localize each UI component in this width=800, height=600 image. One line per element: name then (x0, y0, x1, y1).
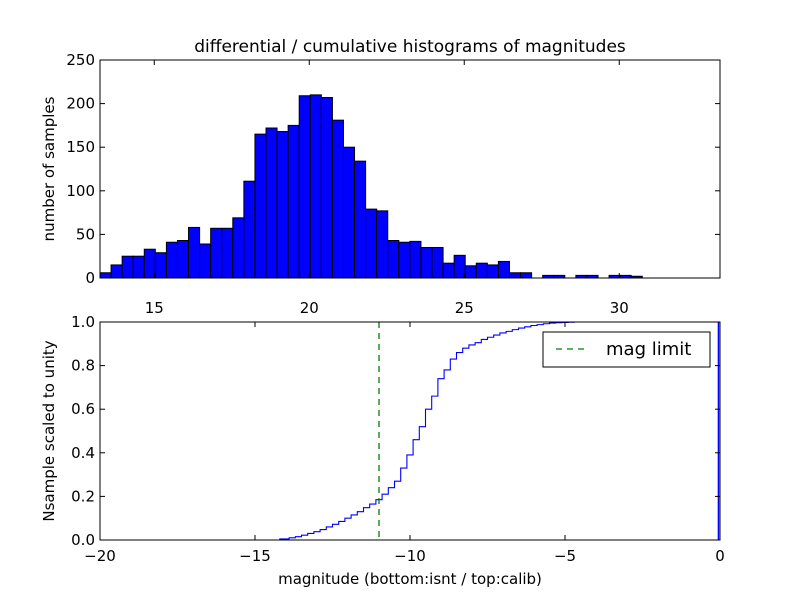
histogram-bar (254, 133, 267, 279)
histogram-bar (121, 255, 134, 279)
histogram-bar (110, 264, 123, 279)
histogram-bar (165, 241, 178, 279)
histogram-bar (387, 240, 400, 279)
bottom-ytick-label: 0.4 (71, 444, 95, 462)
top-ytick-label: 200 (66, 95, 95, 113)
top-ytick-label: 50 (76, 225, 95, 243)
top-ytick-label: 100 (66, 182, 95, 200)
bottom-xtick-label: 0 (715, 547, 725, 565)
bottom-ytick-label: 0.0 (71, 531, 95, 549)
top-xtick-label: 20 (300, 299, 319, 317)
histogram-bar (243, 180, 256, 279)
histogram-bar (221, 227, 234, 279)
top-xtick-label: 25 (455, 299, 474, 317)
histogram-bar (475, 262, 488, 279)
histogram-bar (287, 124, 300, 279)
top-ylabel: number of samples (40, 96, 58, 241)
legend: mag limit (542, 331, 711, 368)
histogram-bar (431, 246, 444, 279)
top-xtick-label: 30 (610, 299, 629, 317)
histogram-bar (464, 265, 477, 279)
chart-title: differential / cumulative histograms of … (194, 37, 626, 57)
histogram-bar (420, 246, 433, 279)
histogram-bar (132, 255, 145, 279)
top-axis-ticks: 0 50 100 150 200 250 15 20 25 30 (66, 51, 720, 317)
top-axes-frame (99, 59, 721, 279)
top-ytick-label: 250 (66, 51, 95, 69)
bottom-ylabel: Nsample scaled to unity (40, 340, 58, 521)
histogram-bar (309, 94, 322, 279)
histogram-bar (520, 272, 533, 279)
histogram-bar (342, 146, 356, 279)
top-ytick-label: 0 (85, 269, 95, 287)
cumulative-plot (100, 321, 720, 541)
cumulative-step-line (100, 321, 720, 541)
histogram-bar (331, 119, 344, 279)
histogram-bar (497, 260, 510, 279)
histogram-bar (154, 252, 167, 279)
histogram-bar (376, 210, 389, 279)
histogram-bar (365, 208, 378, 279)
bottom-xtick-label: −10 (394, 547, 426, 565)
legend-mag-limit-label: mag limit (606, 339, 691, 360)
histogram-bar (409, 240, 422, 279)
top-ytick-label: 150 (66, 138, 95, 156)
histogram-bar (320, 96, 333, 279)
histogram-bar (398, 241, 411, 279)
bottom-xtick-label: −5 (554, 547, 576, 565)
histogram-bar (176, 240, 190, 279)
histogram-bar (265, 127, 278, 279)
histogram-bar (298, 95, 311, 279)
top-histogram-panel: 0 50 100 150 200 250 15 20 25 30 number of sample… (40, 51, 721, 317)
histogram-bars (99, 94, 643, 279)
x-axis-label: magnitude (bottom:isnt / top:calib) (278, 570, 542, 588)
bottom-cumulative-panel: 0.0 0.2 0.4 0.6 0.8 1.0 −20 −15 −10 −5 0 Nsample s… (40, 313, 725, 588)
histogram-bar (442, 262, 455, 279)
bottom-xtick-label: −20 (84, 547, 116, 565)
histogram-bar (210, 227, 223, 279)
bottom-ytick-label: 0.8 (71, 357, 95, 375)
bottom-axis-ticks: 0.0 0.2 0.4 0.6 0.8 1.0 −20 −15 −10 −5 0 (71, 313, 725, 565)
bottom-ytick-label: 0.6 (71, 400, 95, 418)
histogram-bar (188, 226, 201, 279)
histogram-bar (99, 272, 112, 279)
histogram-bar (486, 264, 499, 279)
histogram-bar (232, 217, 245, 279)
histogram-bar (199, 243, 212, 279)
histogram-bar (508, 272, 522, 279)
top-xtick-label: 15 (145, 299, 164, 317)
histogram-bar (143, 248, 156, 279)
histogram-bar (276, 131, 289, 279)
bottom-xtick-label: −15 (239, 547, 271, 565)
histogram-bar (453, 254, 466, 279)
bottom-ytick-label: 0.2 (71, 487, 95, 505)
bottom-ytick-label: 1.0 (71, 313, 95, 331)
histogram-bar (354, 160, 367, 279)
